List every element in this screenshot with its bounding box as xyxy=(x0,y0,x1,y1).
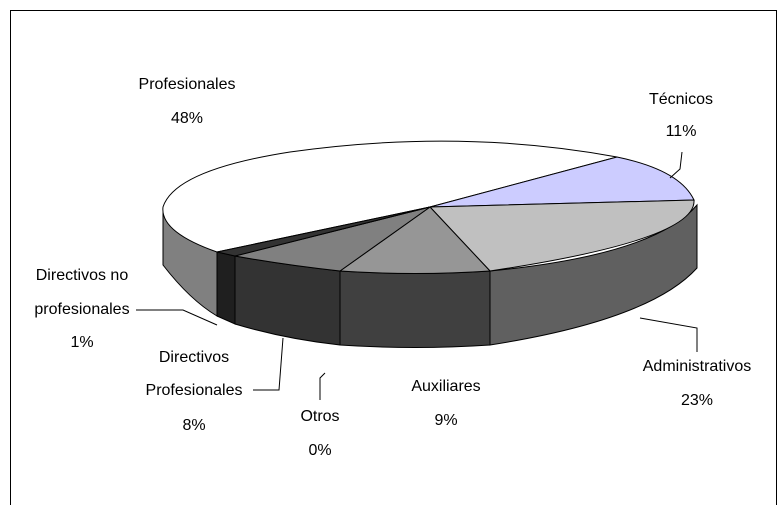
label-tecnicos-value: 11% xyxy=(666,123,697,140)
pie-top-administrativos xyxy=(428,199,695,272)
label-directivos-prof-line2: Profesionales xyxy=(146,382,243,399)
label-directivos-noprof-line1: Directivos no xyxy=(36,267,129,284)
leader-line-tecnicos xyxy=(669,151,683,179)
label-auxiliares-name: Auxiliares xyxy=(411,378,480,395)
pie-side-directivos-noprof xyxy=(216,251,236,325)
label-directivos-prof-value: 8% xyxy=(182,417,205,434)
pie-top-tecnicos xyxy=(429,156,695,208)
pie-top-directivos-prof xyxy=(234,206,431,272)
label-profesionales-name: Profesionales xyxy=(139,76,236,93)
pie-side-auxiliares xyxy=(339,270,491,348)
label-administrativos-name: Administrativos xyxy=(643,358,751,375)
pie-top-directivos-noprof xyxy=(216,206,431,257)
label-otros-name: Otros xyxy=(300,408,339,425)
pie-side-administrativos xyxy=(489,203,698,346)
pie-top-auxiliares xyxy=(338,206,492,274)
leader-line-directivos-noprof xyxy=(136,309,218,326)
label-directivos-prof-line1: Directivos xyxy=(159,349,229,366)
label-tecnicos-name: Técnicos xyxy=(649,91,713,108)
label-administrativos-value: 23% xyxy=(681,392,713,409)
label-otros-value: 0% xyxy=(308,442,331,459)
label-profesionales-value: 48% xyxy=(171,110,203,127)
leader-line-administrativos xyxy=(639,317,698,352)
pie-top-profesionales xyxy=(162,140,618,253)
label-directivos-noprof-value: 1% xyxy=(70,334,93,351)
label-directivos-noprof-line2: profesionales xyxy=(34,301,129,318)
label-auxiliares-value: 9% xyxy=(434,412,457,429)
leader-line-otros xyxy=(319,372,326,400)
leader-line-directivos-prof xyxy=(253,337,284,391)
